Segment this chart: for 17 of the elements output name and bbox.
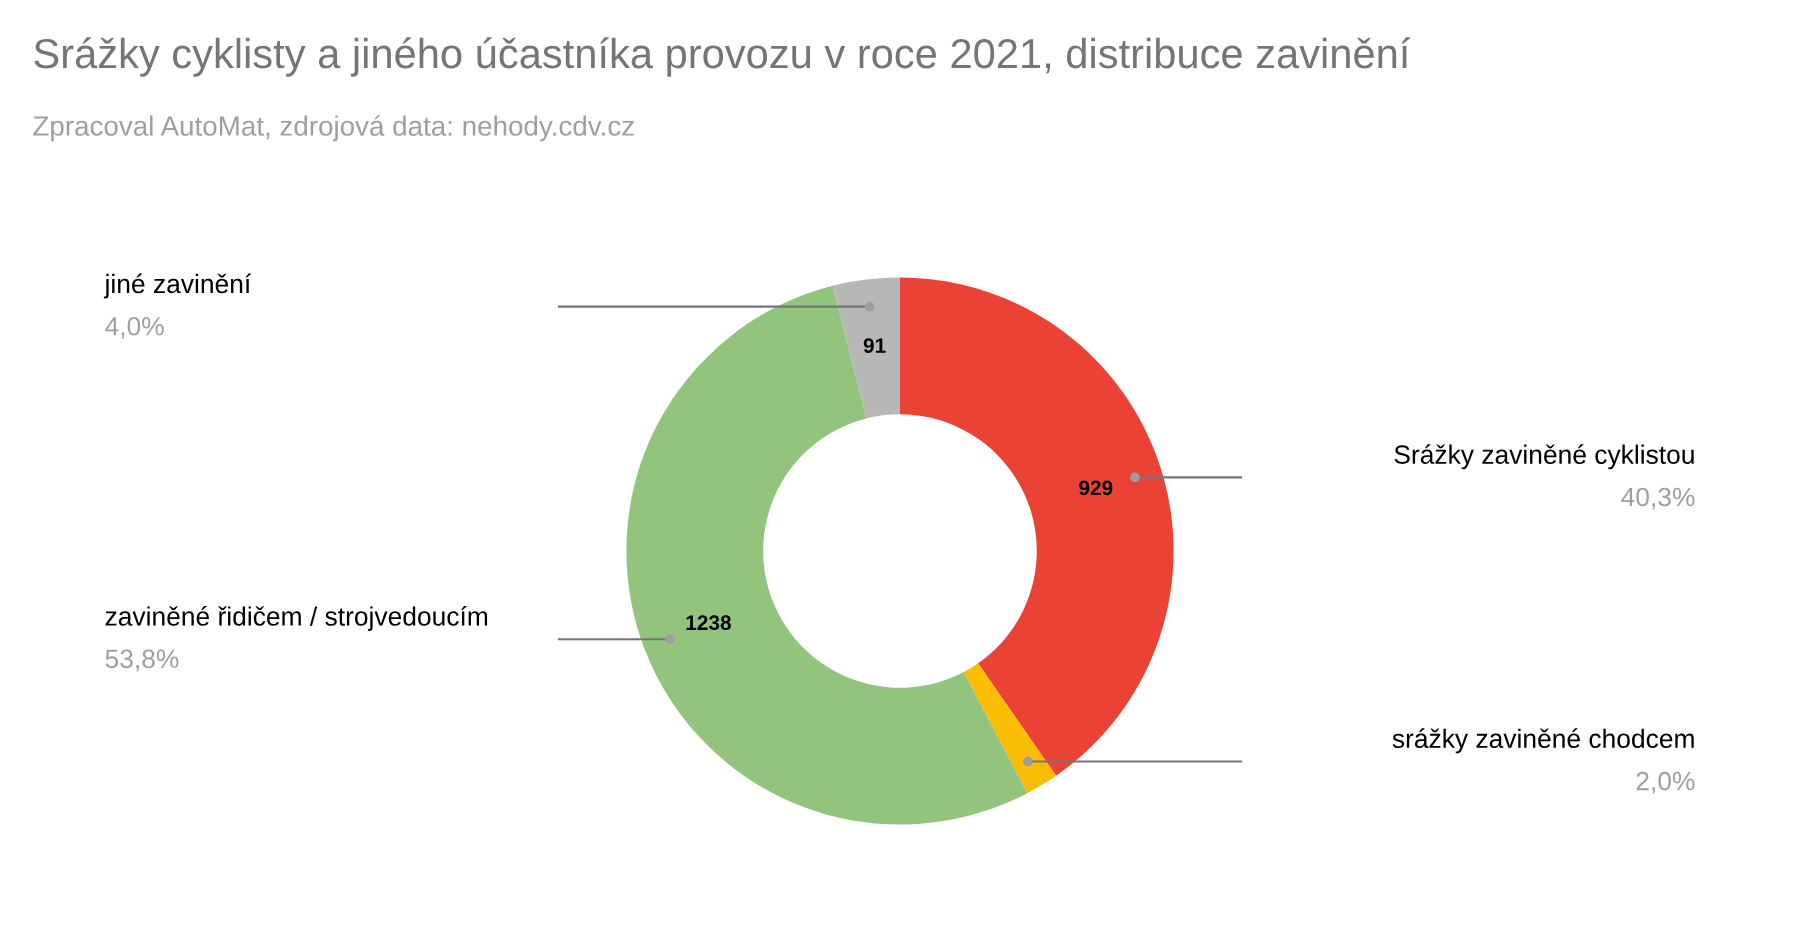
donut-slice xyxy=(832,277,900,419)
data-label: 929 xyxy=(1079,480,1113,496)
text: 40,3% xyxy=(1621,487,1695,510)
text: 53,8% xyxy=(105,649,179,672)
donut-slice xyxy=(963,663,1057,794)
data-label: 91 xyxy=(863,338,886,353)
slice-label: srážky zaviněné chodcem xyxy=(1392,728,1694,754)
donut-slice xyxy=(626,285,1028,825)
text: 4,0% xyxy=(105,316,164,339)
text: 2,0% xyxy=(1636,771,1695,794)
chart-subtitle: Zpracoval AutoMat, zdrojová data: nehody.cdv.cz xyxy=(33,115,634,142)
slice-label: Srážky zaviněné cyklistou xyxy=(1394,444,1694,470)
slice-label: zaviněné řidičem / strojvedoucím xyxy=(105,606,488,631)
slice-label: jiné zavinění xyxy=(103,273,252,299)
donut-slice xyxy=(900,277,1174,776)
data-label: 1238 xyxy=(686,615,731,631)
chart-title: Srážky cyklisty a jiného účastníka provozu v roce 2021, distribuce zavinění xyxy=(34,37,1411,77)
